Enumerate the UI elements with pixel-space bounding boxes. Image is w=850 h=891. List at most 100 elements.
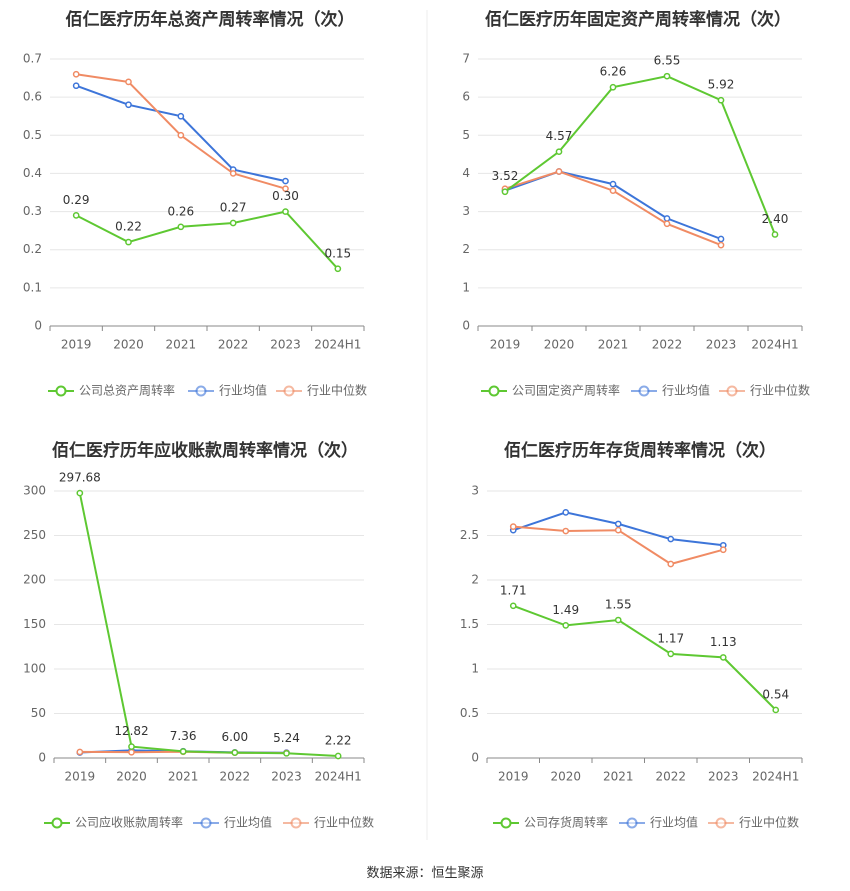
data-point-avg	[72, 82, 80, 90]
y-tick-label: 250	[23, 528, 46, 542]
data-point-company	[614, 616, 622, 624]
y-tick-label: 300	[23, 484, 46, 498]
data-point-avg	[282, 177, 289, 185]
data-point-avg	[667, 535, 675, 543]
y-tick-label: 100	[23, 662, 46, 676]
y-tick-label: 0	[34, 319, 42, 333]
y-tick-label: 7	[462, 52, 470, 66]
y-tick-label: 0.2	[23, 242, 42, 256]
legend-marker-avg	[626, 817, 638, 829]
data-point-median	[609, 187, 617, 194]
legend-marker-median	[283, 385, 295, 397]
x-tick-label: 2019	[498, 770, 529, 784]
data-point-median	[663, 220, 671, 228]
data-label: 6.55	[654, 54, 681, 68]
series-line-company	[78, 492, 339, 757]
series-line-median	[76, 73, 286, 190]
y-tick-label: 0	[462, 319, 470, 333]
data-point-median	[562, 527, 570, 535]
x-tick-label: 2020	[116, 770, 147, 784]
y-tick-label: 50	[31, 706, 46, 720]
data-point-avg	[717, 235, 725, 243]
series-line-company	[512, 604, 777, 711]
data-label: 0.30	[272, 189, 299, 203]
data-label: 6.00	[221, 730, 248, 744]
y-tick-label: 0.7	[23, 52, 42, 66]
y-tick-label: 1.5	[460, 617, 479, 631]
chart-title: 佰仁医疗历年存货周转率情况（次）	[504, 440, 776, 461]
legend-label-median: 行业中位数	[750, 383, 810, 398]
x-tick-label: 2022	[655, 770, 686, 784]
y-tick-label: 0.1	[23, 280, 42, 294]
legend-marker-company	[51, 817, 63, 829]
data-label: 0.29	[63, 193, 90, 207]
data-label: 1.71	[500, 583, 527, 597]
legend-label-avg: 行业均值	[224, 815, 272, 830]
y-tick-label: 2.5	[460, 528, 479, 542]
data-point-median	[509, 523, 517, 530]
data-point-median	[229, 170, 237, 177]
data-label: 0.27	[220, 201, 247, 215]
x-tick-label: 2023	[708, 770, 739, 784]
x-tick-label: 2021	[166, 338, 197, 352]
legend-marker-company	[500, 817, 512, 829]
data-label: 4.57	[546, 129, 573, 143]
y-tick-label: 200	[23, 573, 46, 587]
data-point-median	[719, 546, 727, 554]
y-tick-label: 1	[462, 280, 470, 294]
legend-label-median: 行业中位数	[307, 383, 367, 398]
data-point-company	[562, 622, 570, 629]
y-tick-label: 2	[471, 573, 479, 587]
data-label: 1.17	[657, 631, 684, 645]
data-point-median	[667, 560, 675, 568]
data-point-avg	[125, 101, 132, 109]
y-tick-label: 0.5	[460, 706, 479, 720]
data-point-avg	[177, 112, 185, 120]
data-point-avg	[609, 180, 617, 188]
x-tick-label: 2020	[544, 338, 575, 352]
x-tick-label: 2021	[598, 338, 629, 352]
y-tick-label: 0	[471, 751, 479, 765]
data-point-median	[717, 241, 725, 249]
x-tick-label: 2019	[61, 338, 92, 352]
data-label: 0.15	[324, 246, 351, 260]
data-point-company	[771, 231, 779, 238]
legend-label-avg: 行业均值	[650, 815, 698, 830]
data-point-company	[501, 188, 509, 196]
legend-label-company: 公司固定资产周转率	[512, 383, 620, 398]
data-label: 6.26	[600, 65, 627, 79]
legend-marker-company	[488, 385, 500, 397]
data-point-company	[231, 749, 239, 757]
y-tick-label: 4	[462, 166, 470, 180]
legend-label-avg: 行业均值	[219, 383, 267, 398]
data-point-company	[283, 749, 290, 757]
chart-title: 佰仁医疗历年总资产周转率情况（次）	[66, 9, 355, 30]
data-label: 1.55	[605, 598, 632, 612]
x-tick-label: 2019	[490, 338, 521, 352]
x-tick-label: 2024H1	[315, 770, 362, 784]
data-label: 3.52	[492, 169, 519, 183]
legend-label-median: 行业中位数	[314, 815, 374, 830]
x-tick-label: 2024H1	[751, 338, 798, 352]
legend-marker-avg	[195, 385, 207, 397]
data-label: 1.13	[710, 635, 737, 649]
data-point-avg	[663, 215, 671, 222]
x-tick-label: 2020	[550, 770, 581, 784]
data-point-company	[282, 208, 289, 215]
y-tick-label: 3	[471, 484, 479, 498]
y-tick-label: 0.5	[23, 128, 42, 142]
data-label: 2.40	[762, 212, 789, 226]
data-point-median	[177, 131, 185, 139]
legend-label-median: 行业中位数	[739, 815, 799, 830]
data-point-company	[717, 96, 725, 104]
legend-marker-median	[726, 385, 738, 397]
data-point-company	[229, 219, 237, 227]
legend-marker-median	[290, 817, 302, 829]
x-tick-label: 2022	[220, 770, 251, 784]
data-point-company	[125, 238, 132, 246]
data-label: 5.92	[708, 78, 735, 92]
data-label: 0.22	[115, 220, 142, 234]
legend-marker-company	[55, 385, 67, 397]
y-tick-label: 3	[462, 204, 470, 218]
